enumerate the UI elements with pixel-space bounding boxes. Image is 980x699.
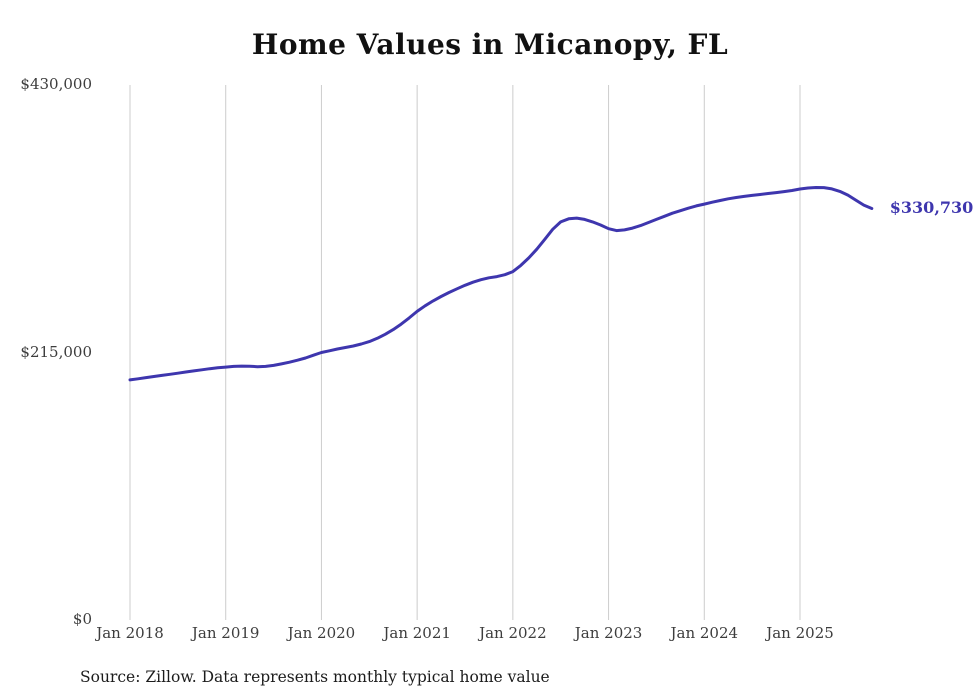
source-note: Source: Zillow. Data represents monthly …	[80, 668, 550, 686]
home-value-series-line	[128, 186, 874, 382]
x-tick-jan-2019: Jan 2019	[191, 624, 260, 642]
chart-title: Home Values in Micanopy, FL	[251, 28, 729, 61]
x-tick-jan-2023: Jan 2023	[574, 624, 643, 642]
x-tick-jan-2025: Jan 2025	[766, 624, 834, 642]
x-tick-jan-2021: Jan 2021	[383, 624, 451, 642]
y-tick-215000: $215,000	[20, 342, 92, 361]
x-tick-jan-2018: Jan 2018	[96, 624, 164, 642]
x-tick-jan-2024: Jan 2024	[670, 624, 739, 642]
x-tick-jan-2020: Jan 2020	[287, 624, 356, 642]
y-tick-430000: $430,000	[20, 75, 92, 93]
y-tick-0: $0	[72, 610, 92, 628]
x-tick-jan-2022: Jan 2022	[479, 624, 547, 642]
current-value-label: $330,730	[889, 197, 974, 217]
